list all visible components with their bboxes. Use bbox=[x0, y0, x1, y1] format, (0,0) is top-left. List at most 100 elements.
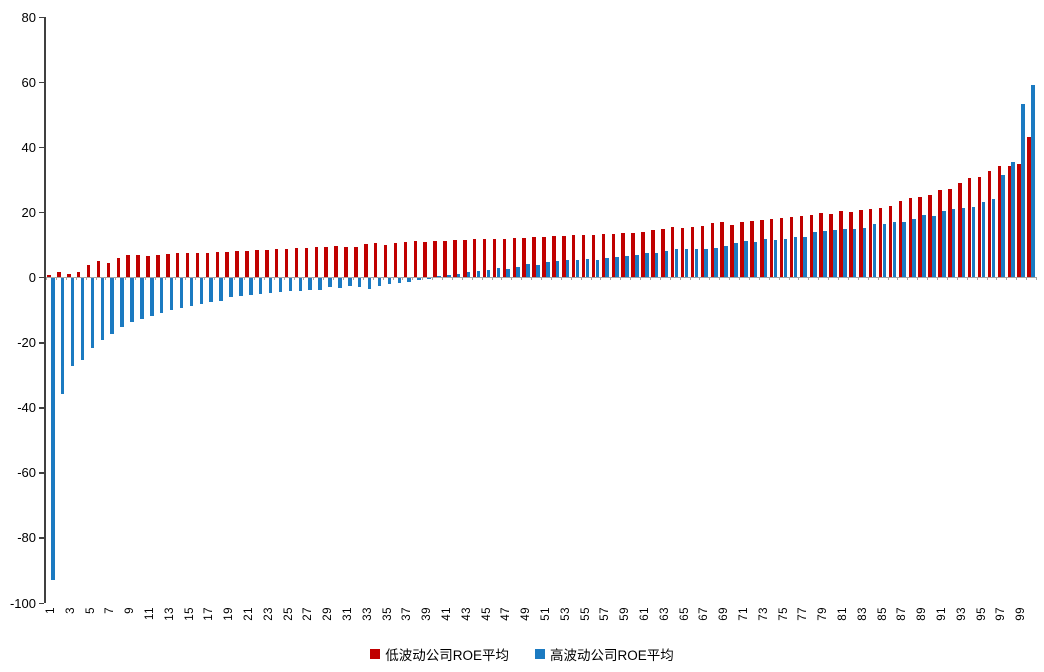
bar-low-vol-roe bbox=[710, 223, 715, 278]
bar-low-vol-roe bbox=[611, 233, 616, 278]
category-axis-tick bbox=[263, 277, 265, 281]
x-axis-tick-label: 99 bbox=[1015, 607, 1028, 621]
bar-low-vol-roe bbox=[839, 211, 843, 278]
bar-high-vol-roe bbox=[298, 278, 303, 291]
bar-low-vol-roe bbox=[512, 238, 517, 278]
category-axis-tick bbox=[55, 277, 57, 281]
x-axis-tick-label: 73 bbox=[757, 607, 770, 621]
category-axis-tick bbox=[75, 277, 77, 281]
category-axis-tick bbox=[857, 277, 859, 281]
bar-low-vol-roe bbox=[908, 197, 913, 278]
bar-low-vol-roe bbox=[918, 197, 922, 278]
y-axis-tick-label: 80 bbox=[21, 9, 36, 25]
bar-high-vol-roe bbox=[466, 272, 471, 278]
x-axis-tick-label: 17 bbox=[203, 607, 216, 621]
category-axis-tick bbox=[976, 277, 978, 281]
bar-high-vol-roe bbox=[258, 278, 263, 295]
bar-low-vol-roe bbox=[997, 166, 1002, 278]
category-axis-tick bbox=[392, 277, 394, 281]
bar-high-vol-roe bbox=[249, 278, 253, 296]
y-axis-tick-label: -40 bbox=[17, 400, 36, 416]
bar-high-vol-roe bbox=[179, 278, 184, 308]
bar-high-vol-roe bbox=[367, 278, 372, 289]
category-axis-tick bbox=[46, 277, 47, 281]
bar-high-vol-roe bbox=[120, 278, 124, 328]
bar-high-vol-roe bbox=[635, 254, 639, 278]
legend-label-high-vol: 高波动公司ROE平均 bbox=[550, 648, 674, 663]
x-axis-tick-label: 59 bbox=[619, 607, 632, 621]
bar-low-vol-roe bbox=[136, 254, 140, 278]
category-axis-tick bbox=[917, 277, 919, 281]
bar-low-vol-roe bbox=[670, 226, 675, 278]
x-axis-tick-label: 43 bbox=[460, 607, 473, 621]
y-axis-tick-label: -80 bbox=[17, 530, 36, 546]
bar-low-vol-roe bbox=[621, 233, 625, 278]
x-axis-tick-label: 39 bbox=[421, 607, 434, 621]
bar-high-vol-roe bbox=[476, 270, 481, 278]
bar-high-vol-roe bbox=[288, 278, 293, 292]
bar-low-vol-roe bbox=[195, 252, 200, 278]
category-axis-tick bbox=[887, 277, 889, 281]
bar-high-vol-roe bbox=[585, 258, 590, 278]
category-axis-tick bbox=[174, 277, 176, 281]
bar-high-vol-roe bbox=[843, 229, 847, 278]
bar-high-vol-roe bbox=[912, 219, 916, 278]
bar-high-vol-roe bbox=[219, 278, 223, 302]
legend-label-low-vol: 低波动公司ROE平均 bbox=[385, 648, 509, 663]
y-axis-tick-label: 20 bbox=[21, 204, 36, 220]
x-axis-tick-label: 1 bbox=[44, 607, 57, 614]
category-axis-tick bbox=[679, 277, 681, 281]
category-axis-tick bbox=[877, 277, 879, 281]
y-axis-tick-label: 60 bbox=[21, 74, 36, 90]
category-axis-tick bbox=[986, 277, 988, 281]
category-axis-tick bbox=[135, 277, 137, 281]
y-axis-tick-label: -60 bbox=[17, 465, 36, 481]
category-axis-tick bbox=[649, 277, 651, 281]
category-axis-tick bbox=[788, 277, 790, 281]
bar-low-vol-roe bbox=[1027, 137, 1031, 278]
bar-high-vol-roe bbox=[546, 262, 550, 278]
category-axis-tick bbox=[422, 277, 424, 281]
bar-low-vol-roe bbox=[542, 236, 546, 278]
bar-high-vol-roe bbox=[1031, 85, 1035, 278]
bar-low-vol-roe bbox=[304, 248, 309, 278]
category-axis-tick bbox=[303, 277, 305, 281]
x-axis-tick-label: 81 bbox=[836, 607, 849, 621]
bar-high-vol-roe bbox=[744, 240, 748, 278]
bar-high-vol-roe bbox=[338, 278, 342, 288]
y-axis-tick bbox=[39, 276, 44, 279]
bar-high-vol-roe bbox=[427, 278, 431, 280]
x-axis-tick-label: 47 bbox=[500, 607, 513, 621]
bar-low-vol-roe bbox=[433, 241, 437, 278]
x-axis-tick-label: 97 bbox=[995, 607, 1008, 621]
bar-low-vol-roe bbox=[294, 248, 299, 278]
category-axis-tick bbox=[709, 277, 711, 281]
category-axis-tick bbox=[996, 277, 998, 281]
bar-high-vol-roe bbox=[803, 237, 807, 278]
x-axis-tick-label: 45 bbox=[480, 607, 493, 621]
category-axis-tick bbox=[293, 277, 295, 281]
bar-high-vol-roe bbox=[516, 267, 520, 278]
category-axis-tick bbox=[214, 277, 216, 281]
bar-low-vol-roe bbox=[383, 244, 388, 278]
bar-low-vol-roe bbox=[967, 178, 972, 278]
category-axis-tick bbox=[541, 277, 542, 281]
bar-high-vol-roe bbox=[625, 256, 629, 278]
x-axis-tick-label: 87 bbox=[896, 607, 909, 621]
y-axis-tick bbox=[39, 602, 44, 604]
x-axis-tick-label: 25 bbox=[282, 607, 295, 621]
bar-low-vol-roe bbox=[809, 214, 814, 278]
bar-low-vol-roe bbox=[769, 218, 774, 278]
bar-high-vol-roe bbox=[704, 249, 708, 278]
category-axis-tick bbox=[927, 277, 929, 281]
bar-low-vol-roe bbox=[482, 239, 487, 278]
bar-low-vol-roe bbox=[740, 222, 744, 278]
bar-high-vol-roe bbox=[447, 274, 451, 278]
bar-high-vol-roe bbox=[664, 251, 669, 278]
bar-high-vol-roe bbox=[526, 264, 530, 278]
bar-high-vol-roe bbox=[199, 278, 204, 304]
y-axis-line bbox=[44, 17, 46, 603]
category-axis-tick bbox=[590, 277, 592, 281]
x-axis-tick-label: 5 bbox=[84, 607, 97, 614]
y-axis-tick bbox=[39, 16, 44, 18]
